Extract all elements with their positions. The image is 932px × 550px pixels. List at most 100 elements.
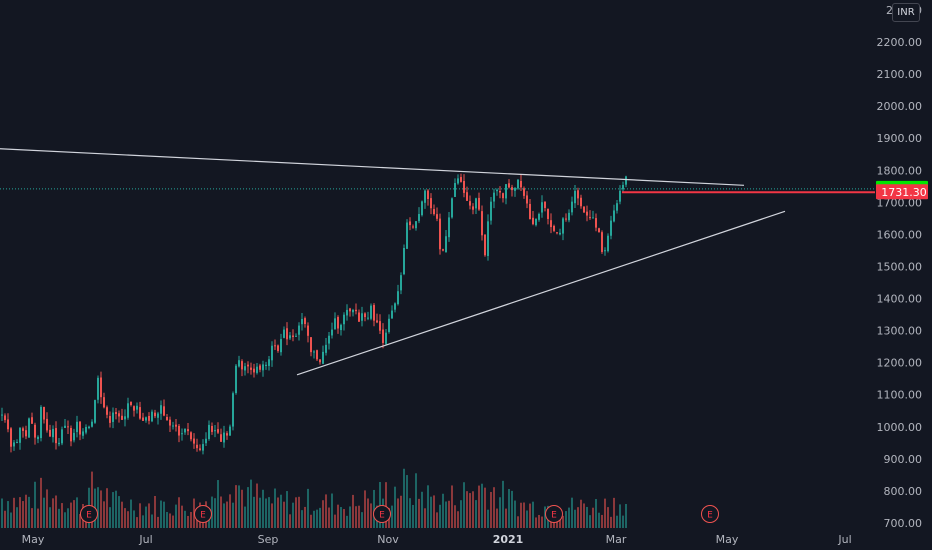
candle-body: [124, 416, 126, 420]
candle: [322, 345, 324, 365]
candle: [217, 422, 219, 434]
drawings[interactable]: [0, 148, 875, 376]
volume-bar: [451, 485, 453, 528]
candle-body: [244, 366, 246, 371]
candle-body: [169, 419, 171, 426]
volume-bar: [283, 501, 285, 528]
candle-body: [565, 218, 567, 220]
volume-bar: [619, 504, 621, 528]
candle-body: [58, 442, 60, 445]
volume-bar: [181, 505, 183, 528]
earnings-marker[interactable]: E: [545, 505, 563, 523]
volume-bar: [409, 498, 411, 528]
candle: [265, 361, 267, 370]
candle: [583, 206, 585, 213]
candle: [373, 303, 375, 327]
candle-body: [103, 397, 105, 408]
candle: [550, 213, 552, 234]
volume-bar: [301, 510, 303, 528]
candle: [313, 350, 315, 359]
upper-trendline[interactable]: [0, 148, 745, 186]
lower-trendline[interactable]: [296, 210, 786, 376]
candle: [79, 421, 81, 441]
candle-body: [208, 424, 210, 439]
candle: [595, 213, 597, 232]
price-axis[interactable]: 700.00 800.00 900.00 1000.00 1100.00 1200.00 1…: [877, 4, 923, 530]
volume-bar: [328, 507, 330, 528]
earnings-marker[interactable]: E: [701, 505, 719, 523]
candle-body: [43, 406, 45, 420]
volume-bar: [265, 498, 267, 528]
candle-body: [295, 335, 297, 337]
earnings-marker[interactable]: E: [80, 505, 98, 523]
candle-body: [502, 193, 504, 199]
candle-body: [337, 316, 339, 329]
volume-bar: [28, 496, 30, 528]
candle: [28, 417, 30, 438]
candle-body: [352, 309, 354, 313]
candle-body: [286, 328, 288, 340]
volume-bar: [325, 494, 327, 528]
candle-body: [529, 203, 531, 220]
earnings-marker[interactable]: E: [194, 505, 212, 523]
candle-body: [472, 206, 474, 210]
candle-body: [373, 305, 375, 321]
volume-bar: [343, 509, 345, 528]
candle: [346, 304, 348, 321]
candle: [430, 193, 432, 215]
time-tick-label: Sep: [258, 533, 279, 546]
candle: [73, 428, 75, 443]
time-axis[interactable]: May Jul Sep Nov 2021 Mar May Jul: [22, 533, 852, 546]
time-tick-label: Jul: [138, 533, 152, 546]
candle-body: [415, 221, 417, 229]
volume-bar: [286, 491, 288, 528]
price-tick-label-top-left: 2: [886, 4, 893, 17]
volume-bar: [142, 515, 144, 528]
candle: [580, 194, 582, 209]
volume-bar: [31, 508, 33, 528]
volume-bar: [244, 506, 246, 528]
candle-body: [37, 436, 39, 440]
volume-bar: [505, 508, 507, 528]
volume-bar: [607, 507, 609, 528]
candle: [496, 188, 498, 196]
volume-bar: [427, 485, 429, 528]
volume-bar: [169, 513, 171, 528]
candle-body: [511, 187, 513, 191]
volume-bar: [133, 510, 135, 528]
earnings-marker[interactable]: E: [373, 505, 391, 523]
candle-body: [340, 324, 342, 331]
currency-button[interactable]: INR: [892, 3, 920, 22]
candle: [328, 331, 330, 350]
time-tick-label: Mar: [606, 533, 627, 546]
candle-body: [49, 429, 51, 437]
volume-bar: [274, 488, 276, 528]
candle-body: [610, 220, 612, 236]
volume-bar: [439, 504, 441, 528]
candle: [619, 185, 621, 205]
volume-bar: [397, 498, 399, 528]
candle-body: [196, 444, 198, 449]
volume-bar: [559, 515, 561, 528]
candle-body: [166, 416, 168, 421]
volume-bar: [232, 502, 234, 528]
candle-body: [568, 212, 570, 221]
candle-body: [211, 425, 213, 432]
candle-body: [214, 430, 216, 432]
volume-bar: [601, 514, 603, 528]
candle: [298, 322, 300, 341]
volume-bar: [346, 515, 348, 528]
candle-body: [178, 425, 180, 436]
candle-body: [319, 359, 321, 363]
candle-body: [148, 416, 150, 421]
volume-bar: [319, 507, 321, 528]
candle-body: [406, 222, 408, 249]
volume-bar: [481, 483, 483, 528]
candle: [130, 401, 132, 407]
volume-bar: [460, 500, 462, 528]
volume-bar: [361, 512, 363, 528]
candle-body: [625, 176, 627, 185]
